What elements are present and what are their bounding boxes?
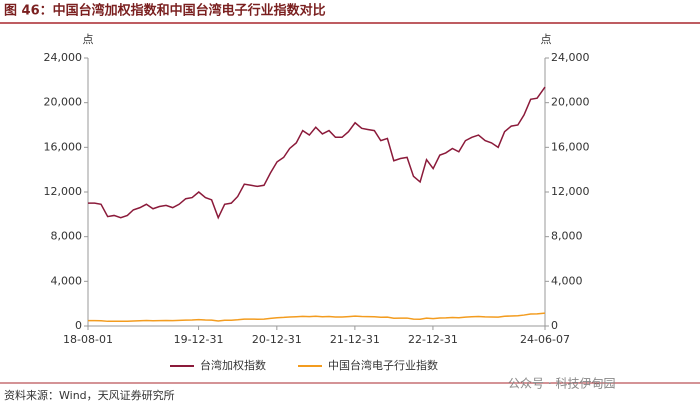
y-tick-label: 24,000 <box>44 51 83 64</box>
y2-tick-label: 4,000 <box>551 274 583 287</box>
x-tick-label: 19-12-31 <box>174 333 224 346</box>
y2-tick-label: 16,000 <box>551 140 590 153</box>
watermark: 公众号 · 科技伊甸园 <box>508 377 615 391</box>
y2-tick-label: 12,000 <box>551 185 590 198</box>
y2-tick-label: 24,000 <box>551 51 590 64</box>
y-tick-label: 16,000 <box>44 140 83 153</box>
y2-tick-label: 0 <box>551 319 558 332</box>
y2-unit: 点 <box>541 33 552 46</box>
y2-tick-label: 8,000 <box>551 230 583 243</box>
series-line <box>88 312 546 323</box>
series-line <box>88 86 546 220</box>
source: 资料来源：Wind，天风证券研究所 <box>4 388 175 402</box>
y-tick-label: 0 <box>75 319 82 332</box>
y-tick-label: 8,000 <box>51 230 83 243</box>
x-tick-label: 22-12-31 <box>408 333 458 346</box>
y-tick-label: 20,000 <box>44 96 83 109</box>
x-tick-label: 20-12-31 <box>252 333 302 346</box>
chart-title: 图 46：中国台湾加权指数和中国台湾电子行业指数对比 <box>4 3 326 19</box>
legend-label: 中国台湾电子行业指数 <box>328 358 438 372</box>
y2-tick-label: 20,000 <box>551 96 590 109</box>
y-unit: 点 <box>83 33 94 46</box>
y-tick-label: 4,000 <box>51 274 83 287</box>
x-tick-label: 24-06-07 <box>520 333 570 346</box>
x-tick-label: 21-12-31 <box>330 333 380 346</box>
y-tick-label: 12,000 <box>44 185 83 198</box>
x-tick-label: 18-08-01 <box>63 333 113 346</box>
legend-label: 台湾加权指数 <box>200 358 266 372</box>
